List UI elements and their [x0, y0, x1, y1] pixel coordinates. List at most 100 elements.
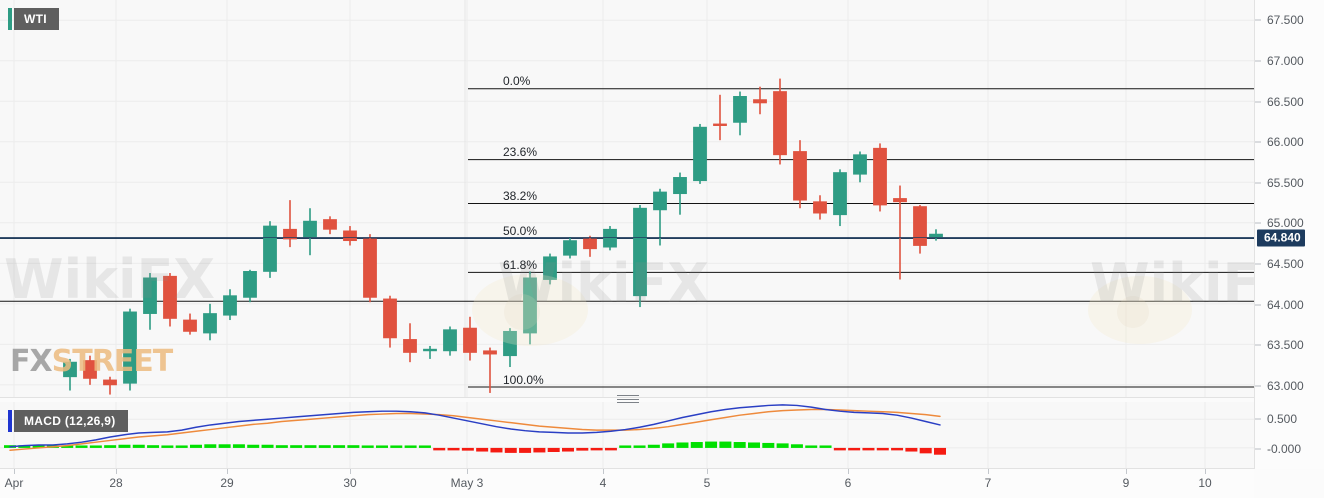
time-axis-tick	[603, 469, 604, 474]
price-axis-tick	[1255, 222, 1261, 224]
price-plot	[0, 0, 1254, 397]
price-axis-label: 64.000	[1267, 297, 1304, 312]
macd-histogram-bar	[175, 445, 188, 448]
candlestick	[283, 200, 297, 248]
price-axis[interactable]: 64.840 67.500 67.000 66.500 66.000 65.500 65.…	[1254, 0, 1324, 469]
price-axis-tick	[1255, 182, 1261, 184]
price-pane[interactable]: WikiFX WikiFX WikiFX FXSTREET 0.0%23.6%3…	[0, 0, 1301, 398]
macd-axis-tick	[1255, 448, 1261, 450]
fib-label-23-6: 23.6%	[503, 145, 538, 159]
pane-resize-handle[interactable]	[617, 395, 639, 403]
macd-histogram-bar	[147, 445, 160, 448]
macd-histogram-bar	[833, 447, 846, 451]
macd-legend[interactable]: MACD (12,26,9)	[8, 410, 128, 432]
macd-histogram-bar	[647, 444, 660, 448]
time-axis-label: 9	[1122, 476, 1130, 490]
macd-histogram-bar	[461, 447, 474, 451]
macd-signal-line	[9, 408, 941, 451]
macd-pane[interactable]	[0, 402, 1254, 469]
candlestick	[183, 313, 197, 335]
macd-histogram-bar	[390, 445, 403, 448]
candlestick	[323, 216, 337, 235]
time-axis-label: Apr	[4, 476, 24, 490]
candlestick	[733, 91, 747, 136]
legend-accent-bar	[8, 8, 12, 30]
macd-histogram-bar	[876, 447, 889, 451]
candlestick	[383, 295, 397, 348]
candlestick	[163, 273, 177, 327]
macd-histogram-bar	[905, 447, 918, 452]
time-axis-tick	[116, 469, 117, 474]
price-axis-label: 66.000	[1267, 135, 1304, 150]
macd-histogram-bar	[333, 445, 346, 448]
symbol-legend-label: WTI	[24, 12, 47, 26]
macd-histogram-bar	[919, 447, 932, 454]
macd-line	[9, 404, 941, 448]
candlestick	[423, 345, 437, 359]
macd-histogram-bar	[418, 445, 431, 448]
macd-histogram-bar	[891, 447, 904, 451]
macd-histogram-bar	[662, 443, 675, 448]
price-axis-tick	[1255, 60, 1261, 62]
macd-histogram-bar	[318, 445, 331, 448]
macd-histogram-bar	[805, 445, 818, 448]
candlestick	[303, 208, 317, 256]
macd-histogram-bar	[590, 447, 603, 451]
time-axis-label: 5	[703, 476, 711, 490]
macd-histogram-bar	[232, 444, 245, 448]
macd-histogram-bar	[404, 445, 417, 448]
fib-label-0-0: 0.0%	[503, 74, 531, 88]
time-axis-label: 4	[599, 476, 607, 490]
candlestick	[103, 376, 117, 395]
macd-histogram-bar	[576, 447, 589, 451]
candlestick	[633, 204, 647, 308]
macd-histogram-bar	[32, 445, 45, 448]
time-axis-label: 28	[109, 476, 123, 490]
macd-histogram-bar	[547, 447, 560, 452]
price-axis-tick	[1255, 141, 1261, 143]
macd-histogram-bar	[190, 444, 202, 448]
macd-histogram-bar	[619, 445, 632, 448]
macd-histogram-bar	[132, 444, 145, 448]
macd-histogram-bar	[261, 444, 274, 448]
fib-label-38-2: 38.2%	[503, 189, 538, 203]
symbol-legend[interactable]: WTI	[8, 8, 59, 30]
macd-histogram-bar	[504, 447, 517, 453]
last-price-badge: 64.840	[1257, 229, 1305, 247]
macd-histogram-bar	[204, 444, 217, 448]
macd-histogram-bar	[848, 447, 861, 451]
candlestick	[673, 172, 687, 215]
time-axis-tick	[467, 469, 468, 474]
macd-histogram-bar	[18, 445, 31, 448]
time-axis[interactable]: Apr 28 29 30 May 3 4 5 6 7 9 10	[0, 469, 1254, 498]
macd-histogram-bar	[733, 442, 746, 448]
price-axis-tick	[1255, 19, 1261, 21]
macd-histogram-bar	[290, 445, 303, 448]
candlestick	[243, 269, 257, 303]
candlestick	[583, 235, 597, 257]
candlestick	[503, 328, 517, 368]
macd-histogram-bar	[118, 444, 131, 448]
candlestick	[793, 140, 807, 209]
candlestick	[143, 273, 157, 330]
macd-histogram-bar	[748, 442, 760, 448]
time-axis-label: May 3	[450, 476, 484, 490]
candlestick	[813, 195, 827, 220]
macd-histogram-bar	[347, 445, 360, 448]
price-axis-label: 65.000	[1267, 216, 1304, 231]
macd-histogram-bar	[75, 445, 88, 448]
candlestick	[773, 78, 787, 165]
macd-histogram-bar	[275, 445, 288, 448]
macd-histogram-bar	[376, 445, 388, 448]
candlestick	[123, 308, 137, 391]
macd-histogram-bar	[776, 443, 789, 448]
macd-histogram-bar	[533, 447, 546, 453]
time-axis-tick	[988, 469, 989, 474]
candlestick	[693, 123, 707, 184]
candlestick	[893, 185, 907, 280]
macd-histogram-bar	[490, 447, 503, 453]
candlestick	[263, 221, 277, 278]
time-axis-tick	[14, 469, 15, 474]
macd-histogram-bar	[862, 447, 875, 451]
